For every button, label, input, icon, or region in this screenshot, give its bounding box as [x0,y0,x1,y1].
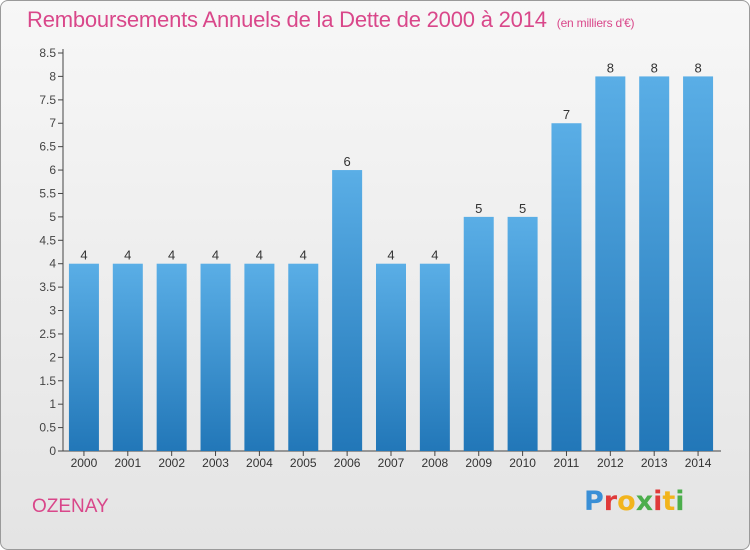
x-tick-label: 2002 [158,456,185,470]
y-tick-label: 4.5 [39,233,56,247]
y-tick-label: 6 [49,163,56,177]
unit-note: (en milliers d'€) [556,16,635,30]
bar [419,263,450,451]
x-tick-label: 2007 [378,456,405,470]
town-name: OZENAY [32,496,109,517]
proxiti-logo: Proxiti [584,486,685,517]
x-tick-label: 2005 [290,456,317,470]
bar [639,76,670,451]
y-tick-label: 2.5 [39,327,56,341]
bar [551,123,582,451]
bar [244,263,275,451]
x-tick-label: 2014 [685,456,712,470]
data-label: 4 [124,248,131,263]
data-label: 8 [607,60,614,75]
data-label: 8 [694,60,701,75]
x-tick-label: 2009 [465,456,492,470]
title-text: Remboursements Annuels de la Dette de 20… [27,7,547,32]
axes: 0 0.5 1 1.5 2 2.5 3 3.5 4 4.5 5 5.5 6 6.5 7 7.5 8 8.5 2000… [39,46,721,470]
data-label: 4 [300,248,307,263]
y-tick-label: 2 [49,350,56,364]
data-label: 5 [475,201,482,216]
data-label: 4 [168,248,175,263]
y-tick-label: 6.5 [39,140,56,154]
y-tick-label: 0 [49,444,56,458]
bar [288,263,319,451]
data-label: 4 [387,248,394,263]
bar [68,263,99,451]
data-label: 4 [80,248,87,263]
x-tick-label: 2013 [641,456,668,470]
x-tick-label: 2008 [422,456,449,470]
data-label: 5 [519,201,526,216]
bar [463,216,494,451]
x-tick-label: 2011 [554,456,580,470]
y-tick-label: 5.5 [39,186,56,200]
data-label: 6 [344,154,351,169]
x-tick-label: 2000 [71,456,98,470]
bar [112,263,143,451]
y-tick-label: 8 [49,69,56,83]
bar [683,76,714,451]
logo-letter: r [603,486,618,517]
x-tick-label: 2001 [114,456,141,470]
bar [376,263,406,451]
bar [595,76,626,451]
logo-letter: P [584,486,604,517]
y-tick-label: 3.5 [39,280,56,294]
data-label: 7 [563,107,570,122]
data-label: 4 [212,248,219,263]
data-label: 4 [256,248,263,263]
x-tick-label: 2004 [246,456,273,470]
y-tick-label: 4 [49,257,56,271]
x-tick-label: 2003 [202,456,229,470]
bar-chart: 0 0.5 1 1.5 2 2.5 3 3.5 4 4.5 5 5.5 6 6.5 7 7.5 8 8.5 2000… [39,46,721,470]
x-tick-label: 2006 [334,456,361,470]
y-tick-label: 0.5 [39,421,56,435]
y-tick-label: 1 [49,397,56,411]
bar [507,216,538,451]
bars [68,76,714,451]
y-tick-label: 7 [49,116,56,130]
data-label: 8 [651,60,658,75]
labels: 4 4 4 4 4 4 6 4 4 5 5 7 8 8 8 [80,60,701,262]
y-tick-label: 5 [49,210,56,224]
bar [156,263,187,451]
logo-letter: i [653,486,663,517]
bar [200,263,231,451]
data-label: 4 [431,248,438,263]
y-tick-label: 1.5 [39,374,56,388]
x-tick-label: 2010 [509,456,536,470]
bar [332,170,363,451]
logo-letter: x [635,486,654,517]
y-tick-label: 3 [49,304,56,318]
logo-letter: t [662,486,676,517]
y-tick-label: 7.5 [39,93,56,107]
x-tick-label: 2012 [597,456,624,470]
y-tick-label: 8.5 [39,46,56,60]
chart-title: Remboursements Annuels de la Dette de 20… [27,7,635,33]
logo-letter: i [675,486,685,517]
logo-letter: o [617,486,636,517]
